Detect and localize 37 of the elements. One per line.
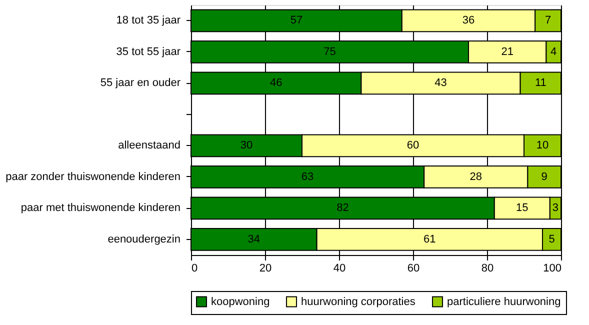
data-label: 21 xyxy=(501,46,514,58)
data-label: 10 xyxy=(536,140,549,152)
data-label: 9 xyxy=(541,170,548,183)
y-tick-label: 35 tot 55 jaar xyxy=(116,46,181,58)
data-label: 30 xyxy=(240,140,253,152)
y-tick-label: 18 tot 35 jaar xyxy=(116,14,181,27)
data-label: 63 xyxy=(301,170,314,183)
x-tick-label: 80 xyxy=(481,262,494,274)
data-label: 3 xyxy=(552,202,559,214)
data-label: 28 xyxy=(470,170,482,183)
data-label: 61 xyxy=(424,233,436,246)
data-label: 82 xyxy=(336,202,349,214)
y-tick-label: paar zonder thuiswonende kinderen xyxy=(6,170,180,183)
data-label: 36 xyxy=(462,14,475,27)
y-tick-label: paar met thuiswonende kinderen xyxy=(20,202,180,214)
data-label: 34 xyxy=(248,233,260,246)
data-label: 46 xyxy=(270,77,282,90)
y-tick-label: eenoudergezin xyxy=(108,233,180,246)
data-label: 57 xyxy=(290,14,303,27)
legend-label: particuliere huurwoning xyxy=(447,296,561,308)
data-label: 5 xyxy=(548,233,555,246)
data-label: 11 xyxy=(534,77,546,90)
data-label: 15 xyxy=(516,202,528,214)
x-tick-label: 100 xyxy=(543,262,562,274)
data-label: 60 xyxy=(406,140,420,152)
x-tick-label: 0 xyxy=(192,262,198,274)
legend-label: huurwoning corporaties xyxy=(301,296,416,308)
data-label: 7 xyxy=(544,14,552,27)
data-label: 75 xyxy=(324,46,336,58)
legend-label: koopwoning xyxy=(211,296,270,308)
data-label: 43 xyxy=(434,77,447,90)
y-tick-label: 55 jaar en ouder xyxy=(100,77,181,90)
x-tick-label: 60 xyxy=(407,262,420,274)
x-tick-label: 40 xyxy=(333,262,346,274)
data-label: 4 xyxy=(550,46,557,58)
y-tick-label: alleenstaand xyxy=(118,140,180,152)
x-tick-label: 20 xyxy=(259,262,272,274)
